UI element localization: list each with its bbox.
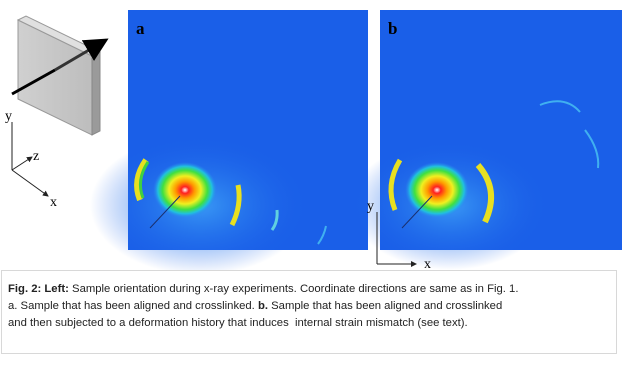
caption: Fig. 2: Left: Sample orientation during … — [1, 270, 617, 354]
caption-text: Fig. 2: — [8, 283, 45, 295]
caption-line: and then subjected to a deformation hist… — [8, 315, 610, 332]
axis-label: x — [50, 195, 57, 210]
axis-label: y — [367, 199, 374, 214]
panel-b: b — [350, 10, 622, 270]
panel-a: a — [90, 10, 368, 270]
caption-line: a. Sample that has been aligned and cros… — [8, 298, 610, 315]
caption-text: b. — [257, 300, 268, 312]
caption-text: Sample orientation during x-ray experime… — [68, 283, 519, 295]
caption-line: Fig. 2: Left: Sample orientation during … — [8, 281, 610, 298]
sample-diagram: y z x — [5, 15, 109, 210]
figure: y z x a b y x — [5, 10, 622, 270]
axis-label: x — [424, 257, 431, 270]
panel-label: b — [388, 19, 397, 38]
caption-text: a. Sample that has been aligned and cros… — [8, 300, 258, 312]
caption-text: Sample that has been aligned and crossli… — [268, 300, 503, 312]
caption-text: and then subjected to a deformation hist… — [8, 317, 468, 329]
caption-text: Left: — [44, 283, 69, 295]
axis-label: y — [5, 109, 12, 124]
panel-label: a — [136, 19, 145, 38]
right-axes: y x — [367, 199, 431, 270]
axis-label: z — [33, 149, 39, 164]
